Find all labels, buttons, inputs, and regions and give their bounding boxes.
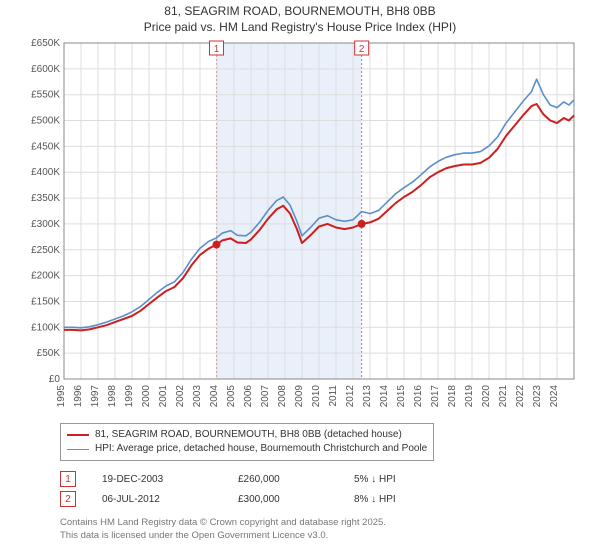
- chart-title: 81, SEAGRIM ROAD, BOURNEMOUTH, BH8 0BB P…: [10, 4, 590, 35]
- svg-text:£50K: £50K: [37, 348, 61, 359]
- transaction-badge: 1: [60, 471, 76, 487]
- svg-text:£0: £0: [49, 374, 61, 385]
- svg-text:£300K: £300K: [31, 219, 60, 230]
- legend-swatch-price-paid: [67, 434, 89, 436]
- svg-text:2013: 2013: [362, 385, 373, 408]
- transaction-row: 1 19-DEC-2003 £260,000 5% ↓ HPI: [60, 469, 590, 489]
- svg-text:£600K: £600K: [31, 64, 60, 75]
- svg-text:£500K: £500K: [31, 116, 60, 127]
- svg-text:£400K: £400K: [31, 167, 60, 178]
- svg-text:1996: 1996: [73, 385, 84, 408]
- svg-text:2006: 2006: [243, 385, 254, 408]
- svg-text:2022: 2022: [515, 385, 526, 408]
- svg-text:2023: 2023: [532, 385, 543, 408]
- svg-text:2014: 2014: [379, 385, 390, 408]
- title-line-2: Price paid vs. HM Land Registry's House …: [10, 20, 590, 36]
- legend-swatch-hpi: [67, 449, 89, 450]
- svg-text:£350K: £350K: [31, 193, 60, 204]
- svg-text:2020: 2020: [481, 385, 492, 408]
- transaction-date: 19-DEC-2003: [102, 474, 212, 485]
- svg-text:£200K: £200K: [31, 271, 60, 282]
- svg-text:2001: 2001: [158, 385, 169, 408]
- transactions-table: 1 19-DEC-2003 £260,000 5% ↓ HPI 2 06-JUL…: [60, 469, 590, 509]
- svg-text:1999: 1999: [124, 385, 135, 408]
- svg-text:£450K: £450K: [31, 142, 60, 153]
- svg-text:2019: 2019: [464, 385, 475, 408]
- svg-text:2007: 2007: [260, 385, 271, 408]
- svg-text:2015: 2015: [396, 385, 407, 408]
- svg-text:1997: 1997: [90, 385, 101, 408]
- svg-text:2024: 2024: [549, 385, 560, 408]
- svg-text:2018: 2018: [447, 385, 458, 408]
- svg-text:2008: 2008: [277, 385, 288, 408]
- legend-label-hpi: HPI: Average price, detached house, Bour…: [95, 442, 427, 456]
- transaction-date: 06-JUL-2012: [102, 494, 212, 505]
- footer: Contains HM Land Registry data © Crown c…: [60, 517, 590, 542]
- transaction-price: £300,000: [238, 494, 328, 505]
- svg-text:2004: 2004: [209, 385, 220, 408]
- chart: £0 £50K £100K £150K £200K £250K £300K £350K £400…: [20, 37, 580, 417]
- legend-item-hpi: HPI: Average price, detached house, Bour…: [67, 442, 427, 456]
- svg-text:1: 1: [214, 44, 220, 55]
- svg-text:£100K: £100K: [31, 322, 60, 333]
- title-line-1: 81, SEAGRIM ROAD, BOURNEMOUTH, BH8 0BB: [10, 4, 590, 20]
- legend: 81, SEAGRIM ROAD, BOURNEMOUTH, BH8 0BB (…: [60, 423, 434, 461]
- svg-text:2005: 2005: [226, 385, 237, 408]
- svg-text:2017: 2017: [430, 385, 441, 408]
- svg-text:2003: 2003: [192, 385, 203, 408]
- transaction-delta: 8% ↓ HPI: [354, 494, 444, 505]
- svg-text:2011: 2011: [328, 385, 339, 407]
- svg-text:2021: 2021: [498, 385, 509, 408]
- transaction-row: 2 06-JUL-2012 £300,000 8% ↓ HPI: [60, 489, 590, 509]
- svg-text:£650K: £650K: [31, 38, 60, 49]
- svg-text:2016: 2016: [413, 385, 424, 408]
- svg-text:2: 2: [359, 44, 365, 55]
- svg-text:1998: 1998: [107, 385, 118, 408]
- svg-text:2012: 2012: [345, 385, 356, 408]
- footer-line-2: This data is licensed under the Open Gov…: [60, 530, 590, 542]
- svg-text:£150K: £150K: [31, 297, 60, 308]
- svg-text:2009: 2009: [294, 385, 305, 408]
- svg-text:£250K: £250K: [31, 245, 60, 256]
- transaction-badge: 2: [60, 491, 76, 507]
- transaction-price: £260,000: [238, 474, 328, 485]
- svg-text:2000: 2000: [141, 385, 152, 408]
- legend-item-price-paid: 81, SEAGRIM ROAD, BOURNEMOUTH, BH8 0BB (…: [67, 428, 427, 442]
- footer-line-1: Contains HM Land Registry data © Crown c…: [60, 517, 590, 529]
- svg-text:2010: 2010: [311, 385, 322, 408]
- transaction-delta: 5% ↓ HPI: [354, 474, 444, 485]
- svg-text:2002: 2002: [175, 385, 186, 408]
- svg-text:£550K: £550K: [31, 90, 60, 101]
- legend-label-price-paid: 81, SEAGRIM ROAD, BOURNEMOUTH, BH8 0BB (…: [95, 428, 402, 442]
- svg-text:1995: 1995: [56, 385, 67, 408]
- chart-svg: £0 £50K £100K £150K £200K £250K £300K £350K £400…: [20, 37, 580, 417]
